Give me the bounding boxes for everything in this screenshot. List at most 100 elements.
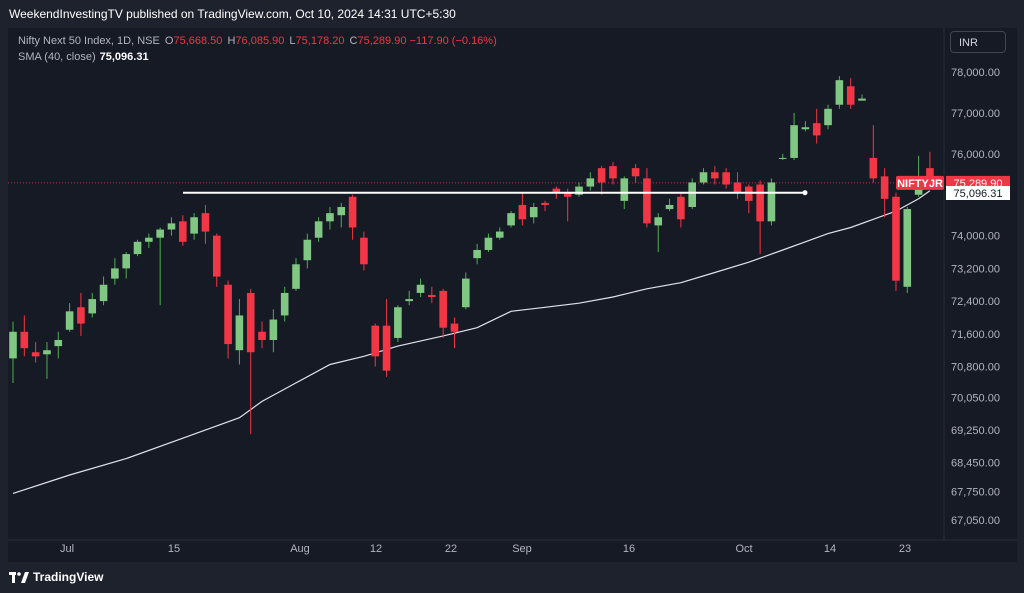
y-tick-label: 67,050.00: [951, 515, 1000, 527]
candle-body: [880, 176, 889, 199]
sma-label: SMA (40, close): [18, 51, 96, 63]
x-tick-label: 22: [445, 543, 457, 555]
candle-body: [337, 207, 346, 216]
horizontal-level-anchor: [802, 190, 808, 196]
candle-body: [133, 241, 142, 255]
candle-body: [145, 237, 153, 242]
candle-body: [156, 229, 164, 238]
candle-body: [9, 331, 17, 359]
candle-body: [507, 213, 515, 226]
candle-body: [575, 186, 583, 195]
candle-body: [699, 172, 708, 183]
x-tick-label: 14: [824, 543, 836, 555]
candle-body: [360, 237, 368, 265]
candle-body: [778, 157, 787, 159]
candle-body: [201, 213, 210, 232]
x-tick-label: 23: [899, 543, 911, 555]
candle-body: [405, 299, 413, 302]
candle-body: [450, 323, 459, 332]
x-tick-label: 15: [168, 543, 180, 555]
candle-body: [224, 284, 232, 345]
candle-body: [654, 217, 663, 226]
currency-button[interactable]: INR: [950, 31, 1006, 53]
tradingview-logo-icon: [9, 571, 29, 583]
x-tick-label: 12: [370, 543, 382, 555]
candle-body: [167, 223, 176, 230]
y-tick-label: 70,050.00: [951, 392, 1000, 404]
candle-body: [733, 182, 742, 193]
candle-body: [43, 350, 51, 355]
candle-body: [428, 294, 436, 298]
candle-body: [122, 254, 130, 269]
candle-body: [31, 352, 40, 357]
candle-body: [597, 168, 606, 183]
symbol-tag-label: NIFTYJR: [897, 178, 943, 190]
footer-bar: [0, 562, 1024, 593]
candle-body: [529, 207, 538, 218]
candle-body: [858, 98, 866, 101]
chart-legend: Nifty Next 50 Index, 1D, NSE O75,668.50 …: [18, 33, 497, 65]
candle-body: [563, 192, 572, 197]
candle-body: [790, 125, 798, 158]
x-tick-label: Aug: [290, 543, 310, 555]
y-tick-label: 78,000.00: [951, 67, 1000, 79]
candle-body: [111, 268, 119, 279]
candle-body: [665, 204, 674, 210]
open-label: O: [164, 35, 174, 47]
y-tick-label: 68,450.00: [951, 458, 1000, 470]
candle-body: [416, 284, 425, 293]
chart-panel[interactable]: [8, 28, 1017, 562]
candle-body: [824, 108, 832, 126]
candle-body: [541, 202, 549, 205]
candle-body: [88, 299, 97, 314]
candle-body: [926, 168, 934, 183]
candle-body: [586, 178, 595, 187]
candle-body: [462, 278, 470, 308]
candle-body: [484, 237, 493, 250]
y-tick-label: 70,800.00: [951, 362, 1000, 374]
candle-body: [745, 186, 753, 201]
candle-body: [495, 231, 504, 238]
candle-body: [439, 290, 447, 328]
candle-body: [846, 86, 855, 105]
candle-body: [518, 204, 527, 220]
candle-body: [552, 188, 561, 193]
candle-body: [212, 235, 221, 277]
sma-value-tag-label: 75,096.31: [954, 188, 1003, 200]
x-tick-label: Jul: [60, 543, 74, 555]
sma-line: [12, 190, 931, 494]
candle-body: [20, 331, 29, 349]
candle-body: [280, 292, 289, 316]
y-tick-label: 72,400.00: [951, 296, 1000, 308]
candle-body: [292, 264, 300, 289]
y-tick-label: 71,600.00: [951, 329, 1000, 341]
candle-body: [767, 182, 776, 222]
high-label: H: [227, 35, 236, 47]
candle-body: [394, 307, 402, 338]
y-tick-label: 77,000.00: [951, 108, 1000, 120]
candle-body: [631, 168, 640, 177]
candle-body: [677, 196, 685, 220]
change-value: −117.90 (−0.16%): [409, 35, 497, 47]
candle-body: [801, 127, 810, 130]
candle-body: [620, 178, 629, 201]
sma-value-tag: [946, 186, 1010, 200]
candle-body: [892, 196, 900, 281]
candle-body: [235, 315, 244, 351]
x-tick-label: Oct: [735, 543, 752, 555]
symbol-info: Nifty Next 50 Index, 1D, NSE: [18, 35, 160, 47]
candle-body: [473, 249, 481, 259]
symbol-tag: [896, 175, 944, 190]
x-tick-label: 16: [623, 543, 635, 555]
tradingview-logo[interactable]: TradingView: [9, 570, 103, 584]
candle-body: [835, 80, 844, 105]
low-label: L: [289, 35, 296, 47]
candle-body: [65, 311, 74, 330]
sma-value: 75,096.31: [99, 51, 149, 63]
candle-body: [77, 307, 85, 324]
candle-body: [903, 209, 912, 287]
candle-body: [179, 221, 187, 242]
candle-body: [258, 331, 266, 340]
candle-body: [643, 178, 651, 224]
